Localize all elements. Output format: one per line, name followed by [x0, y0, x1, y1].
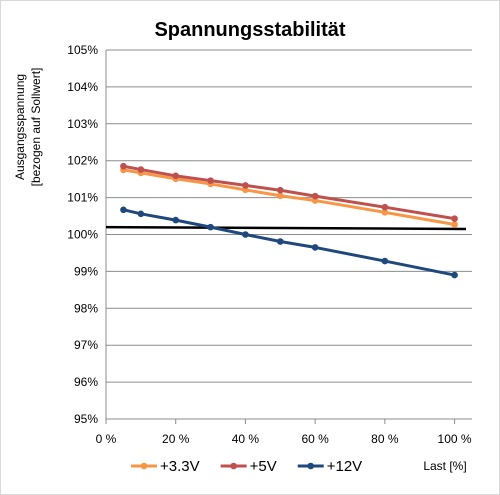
x-tick-label: 0 % — [96, 432, 117, 446]
x-tick-label: 60 % — [301, 432, 329, 446]
legend-label: +5V — [250, 458, 277, 475]
y-tick-label: 105% — [67, 43, 98, 57]
x-tick-label: 80 % — [371, 432, 399, 446]
x-tick-label: 40 % — [232, 432, 260, 446]
x-axis-label: Last [%] — [423, 459, 466, 473]
y-axis-label-line-1: Ausgangsspannung — [13, 74, 27, 180]
data-point — [451, 221, 458, 228]
data-point — [451, 215, 458, 222]
reference-line — [105, 225, 467, 231]
legend-marker — [307, 462, 315, 470]
y-tick-label: 103% — [67, 117, 98, 131]
data-point — [137, 210, 145, 218]
y-tick-label: 97% — [74, 338, 98, 352]
y-tick-label: 99% — [74, 264, 98, 278]
grid-layer — [106, 49, 472, 420]
data-point — [311, 192, 319, 200]
data-point — [120, 206, 127, 214]
data-point — [242, 182, 249, 189]
y-axis-label-line-2: [bezogen auf Sollwert] — [29, 68, 43, 187]
data-point — [276, 238, 284, 245]
data-point — [120, 162, 127, 170]
data-point — [172, 216, 180, 224]
data-point — [381, 203, 389, 211]
data-point — [311, 244, 319, 251]
x-tick-label: 100 % — [438, 432, 472, 446]
legend: +3.3V +5V +12V — [131, 458, 362, 475]
axis-layer: 95% 96% 97% 98% 99% 100% 101% 102% 103% 104% 105% 0… — [67, 43, 472, 446]
y-tick-label: 102% — [67, 154, 98, 168]
y-tick-label: 98% — [74, 301, 98, 315]
x-tick-label: 20 % — [162, 432, 190, 446]
y-tick-label: 96% — [74, 375, 98, 389]
data-point — [207, 177, 214, 184]
data-point — [451, 271, 458, 279]
data-point — [242, 231, 249, 238]
y-tick-label: 101% — [67, 191, 98, 205]
legend-label: +3.3V — [160, 458, 200, 475]
data-point — [172, 172, 180, 180]
data-point — [207, 223, 214, 231]
series-layer — [105, 162, 467, 279]
data-point — [381, 209, 389, 216]
y-tick-label: 104% — [67, 80, 98, 94]
y-tick-label: 100% — [67, 228, 98, 242]
chart-title: Spannungsstabilität — [154, 19, 345, 41]
legend-label: +12V — [327, 458, 362, 475]
data-point — [381, 257, 389, 265]
data-point — [276, 186, 284, 194]
legend-marker — [140, 462, 148, 470]
y-tick-label: 95% — [74, 412, 98, 426]
data-point — [137, 166, 145, 173]
data-point — [276, 192, 284, 200]
legend-marker — [230, 462, 237, 470]
